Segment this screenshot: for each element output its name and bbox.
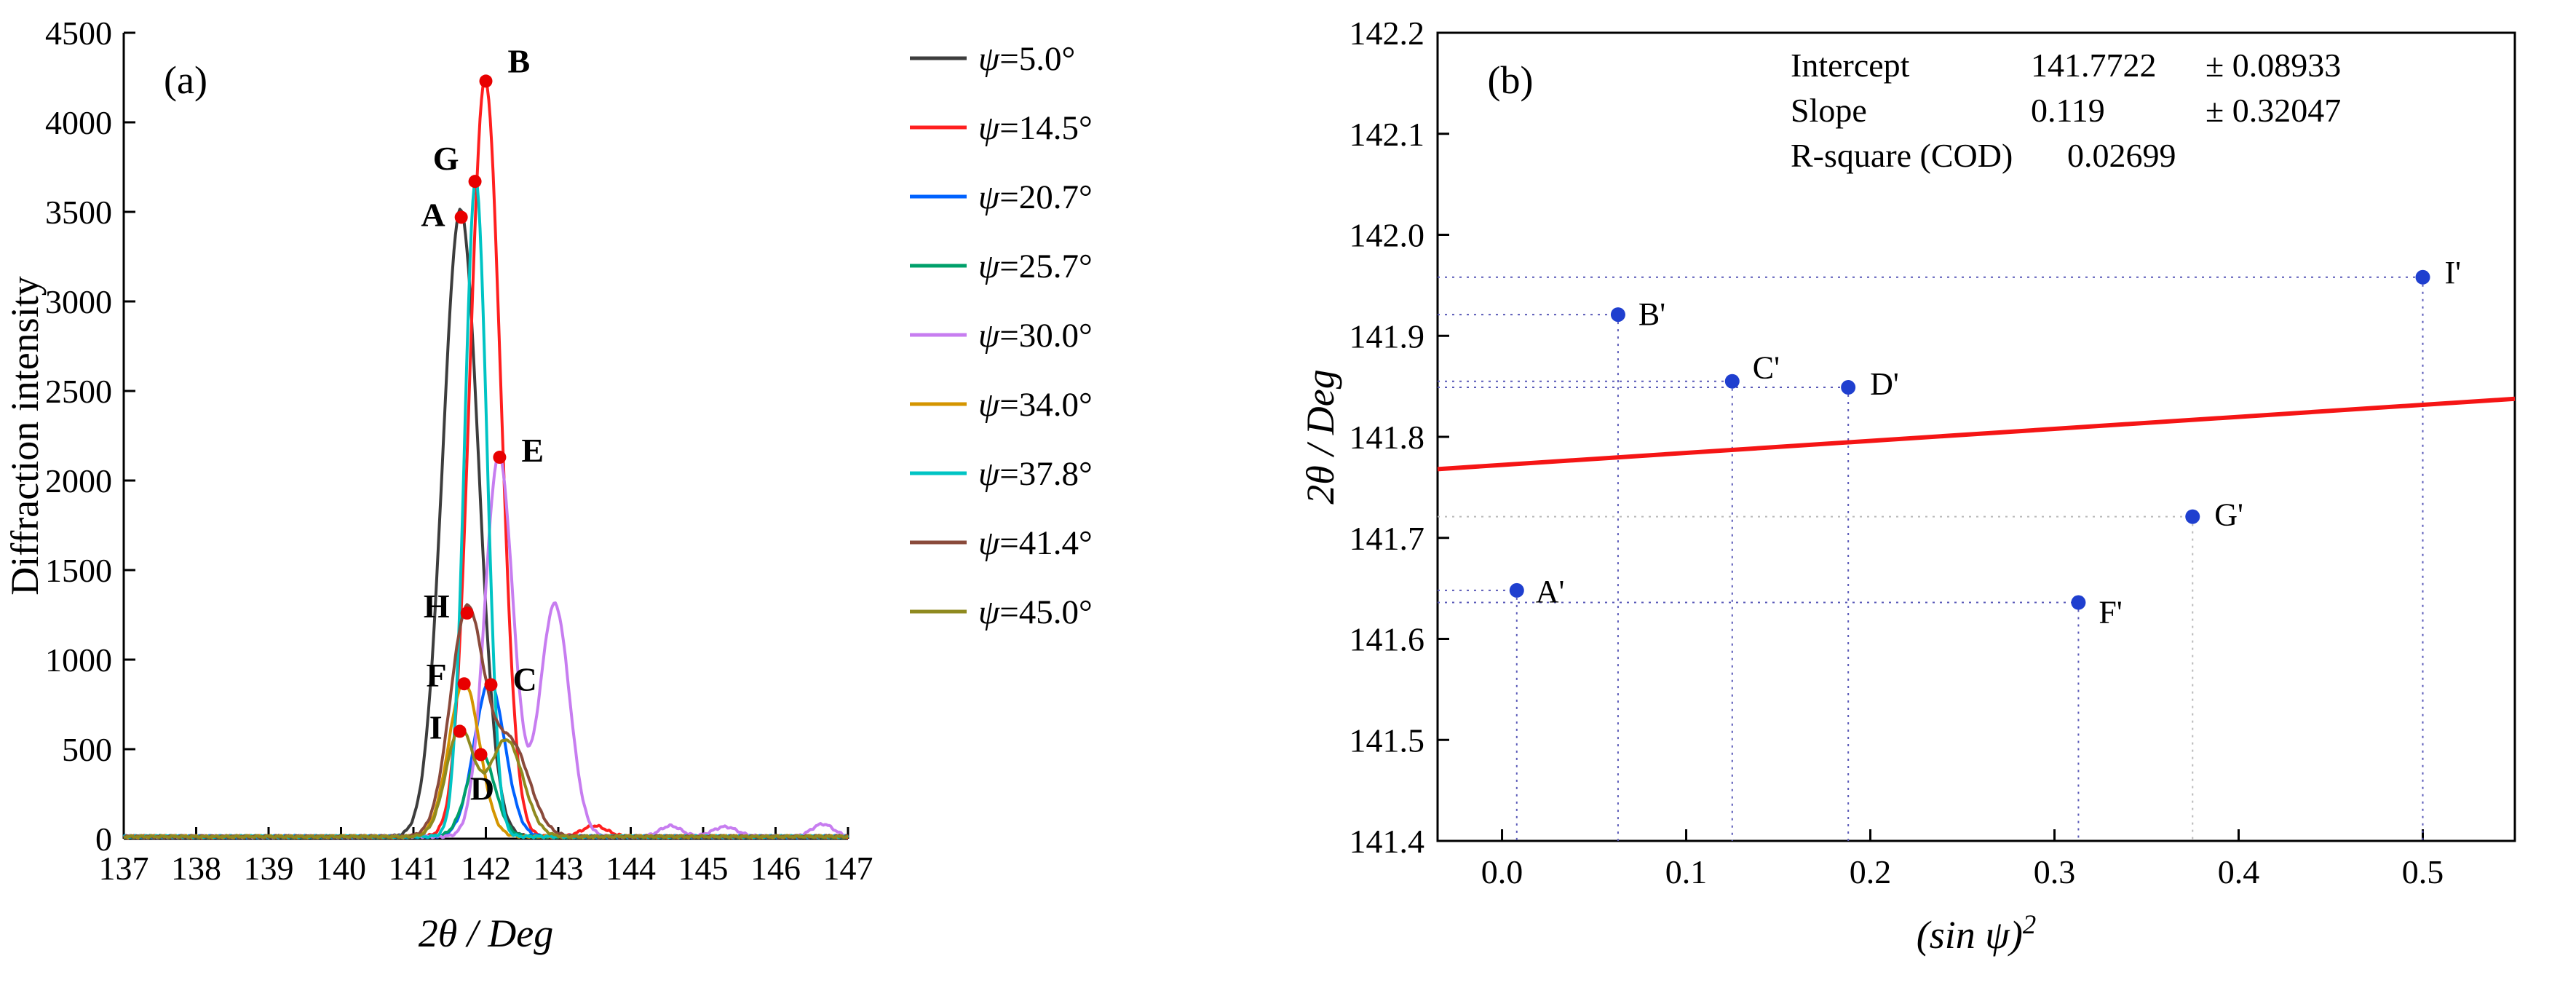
b-point-label-F': F': [2099, 595, 2122, 631]
a-curve-ψ=14.5°: [123, 77, 849, 839]
b-stats-text: 141.7722: [2031, 47, 2157, 84]
b-x-tick-label: 0.5: [2402, 853, 2444, 890]
b-stats-text: Slope: [1791, 92, 1867, 129]
b-stats-text: 0.02699: [2067, 137, 2176, 174]
a-x-tick-label: 137: [99, 850, 149, 887]
a-x-tick-label: 139: [244, 850, 294, 887]
b-point-label-G': G': [2214, 497, 2243, 533]
a-y-tick-label: 4500: [45, 15, 112, 52]
b-y-tick-label: 141.7: [1350, 520, 1425, 557]
a-y-tick-label: 1000: [45, 641, 112, 679]
a-y-tick-label: 3000: [45, 283, 112, 320]
b-x-tick-label: 0.3: [2034, 853, 2076, 890]
a-y-tick-label: 4000: [45, 104, 112, 141]
a-x-tick-label: 143: [534, 850, 584, 887]
b-stats-text: R-square (COD): [1791, 137, 2013, 174]
b-x-tick-label: 0.4: [2218, 853, 2260, 890]
a-peak-marker-D: [474, 748, 488, 762]
a-y-tick-label: 1500: [45, 552, 112, 589]
b-point-A': [1509, 582, 1524, 598]
a-curve-ψ=5.0°: [123, 208, 849, 839]
a-peak-marker-I: [453, 724, 467, 738]
a-peak-marker-B: [479, 74, 493, 88]
b-x-tick-label: 0.1: [1665, 853, 1708, 890]
b-point-B': [1610, 307, 1625, 323]
a-peak-marker-E: [493, 451, 507, 465]
a-peak-marker-G: [468, 175, 482, 189]
a-peak-label-C: C: [512, 660, 536, 697]
a-peak-label-A: A: [421, 196, 445, 233]
legend-label: ψ=34.0°: [978, 386, 1093, 424]
b-stats-text: ± 0.08933: [2206, 47, 2341, 84]
b-y-tick-label: 141.4: [1350, 823, 1425, 860]
a-peak-label-I: I: [429, 708, 443, 746]
b-point-C': [1724, 374, 1740, 389]
b-stats-text: Intercept: [1791, 47, 1910, 84]
b-point-G': [2185, 509, 2200, 524]
b-y-tick-label: 142.2: [1350, 15, 1425, 52]
a-y-tick-label: 2500: [45, 373, 112, 410]
a-y-tick-label: 2000: [45, 462, 112, 499]
a-y-tick-label: 3500: [45, 194, 112, 231]
a-peak-label-H: H: [424, 588, 450, 625]
a-y-tick-label: 500: [62, 731, 112, 768]
panel-b-sin2psi-chart: 0.0 0.1 0.2 0.3 0.4 0.5 141.4 141.5 141.6 141.7 14…: [1299, 15, 2516, 957]
b-fit-line: [1437, 396, 2516, 472]
b-y-tick-label: 142.1: [1350, 116, 1425, 153]
b-point-F': [2071, 595, 2086, 610]
a-x-tick-label: 146: [750, 850, 801, 887]
a-peak-marker-C: [484, 678, 498, 692]
b-y-tick-label: 141.9: [1350, 317, 1425, 355]
b-y-tick-label: 141.8: [1350, 419, 1425, 456]
a-peak-label-B: B: [508, 42, 531, 79]
a-x-tick-label: 145: [678, 850, 729, 887]
a-x-tick-label: 140: [316, 850, 366, 887]
legend-label: ψ=30.0°: [978, 317, 1093, 355]
a-x-tick-label: 138: [171, 850, 221, 887]
b-point-I': [2415, 269, 2430, 285]
a-peak-label-G: G: [433, 140, 459, 177]
panel-a-tag: (a): [164, 58, 207, 102]
b-y-tick-label: 142.0: [1350, 217, 1425, 254]
a-x-tick-label: 147: [823, 850, 873, 887]
a-xlabel: 2θ / Deg: [419, 912, 554, 955]
legend-label: ψ=14.5°: [978, 109, 1093, 147]
panel-b-tag: (b): [1488, 58, 1534, 102]
legend-label: ψ=5.0°: [978, 40, 1075, 78]
legend-label: ψ=20.7°: [978, 178, 1093, 216]
legend-label: ψ=41.4°: [978, 524, 1093, 562]
a-x-tick-label: 144: [606, 850, 656, 887]
a-peak-label-E: E: [521, 432, 544, 469]
b-y-tick-label: 141.6: [1350, 621, 1425, 658]
a-curve-ψ=37.8°: [122, 176, 849, 839]
b-point-label-D': D': [1870, 366, 1899, 402]
b-point-label-A': A': [1536, 574, 1565, 609]
legend-label: ψ=45.0°: [978, 593, 1093, 631]
b-x-tick-label: 0.2: [1850, 853, 1892, 890]
b-stats-text: 0.119: [2031, 92, 2105, 129]
b-point-label-I': I': [2445, 255, 2462, 290]
b-ylabel: 2θ / Deg: [1299, 369, 1342, 505]
a-peak-marker-F: [457, 677, 471, 691]
b-point-label-B': B': [1638, 296, 1665, 332]
a-peak-label-D: D: [470, 770, 494, 807]
panel-a-diffraction-chart: 137 138 139 140 141 142 143 144 145 146 147 0 500 100…: [3, 15, 1093, 955]
a-peak-label-F: F: [427, 657, 447, 694]
a-curve-ψ=45.0°: [123, 724, 849, 839]
b-point-label-C': C': [1753, 350, 1780, 386]
b-xlabel: (sin ψ)2: [1917, 909, 2036, 957]
a-peak-marker-H: [460, 606, 474, 620]
b-stats-text: ± 0.32047: [2206, 92, 2341, 129]
b-point-D': [1841, 380, 1856, 395]
legend-label: ψ=37.8°: [978, 455, 1093, 493]
a-peak-marker-A: [454, 210, 468, 224]
b-y-tick-label: 141.5: [1350, 722, 1425, 759]
a-x-tick-label: 142: [461, 850, 511, 887]
a-ylabel: Diffraction intensity: [3, 276, 47, 595]
b-x-tick-label: 0.0: [1481, 853, 1523, 890]
legend-label: ψ=25.7°: [978, 248, 1093, 285]
a-y-tick-label: 0: [95, 821, 112, 858]
a-x-tick-label: 141: [389, 850, 439, 887]
